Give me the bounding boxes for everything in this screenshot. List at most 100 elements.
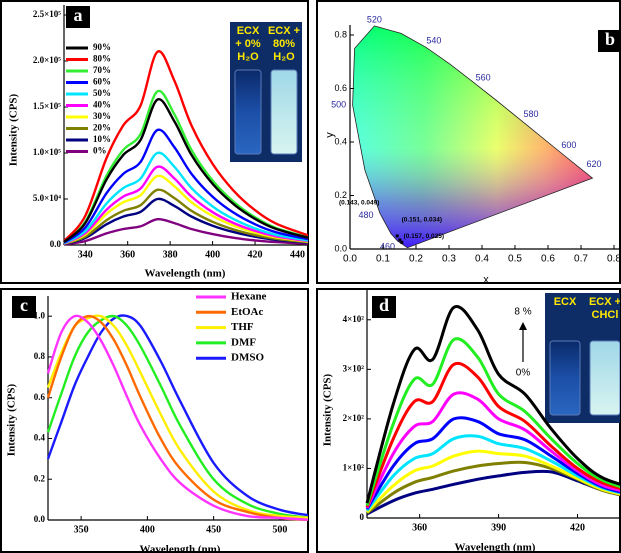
point-label: (0.143, 0.049) xyxy=(339,200,379,207)
series-line xyxy=(63,188,308,246)
point xyxy=(398,238,402,242)
x-tick-label: 380 xyxy=(163,249,178,260)
y-tick-label: 0.2 xyxy=(334,190,347,200)
inset-label: ECX xyxy=(554,296,577,308)
y-tick-label: 1.0×10⁵ xyxy=(33,147,61,157)
wavelength-label: 600 xyxy=(561,140,576,150)
panel-frame xyxy=(316,0,621,284)
legend-label: 20% xyxy=(93,123,111,133)
panel: 350 400 450 500 0.0 0.2 0.4 0.6 0.8 1.0 Wavelength… xyxy=(6,291,308,553)
series-line xyxy=(63,174,308,245)
x-tick-label: 420 xyxy=(248,249,263,260)
series-line xyxy=(365,305,620,504)
y-tick-label: 1.0 xyxy=(34,310,46,320)
x-tick-label: 400 xyxy=(205,249,220,260)
legend-label: DMSO xyxy=(231,352,264,364)
series-line xyxy=(365,337,620,507)
x-tick-label: 0.1 xyxy=(376,254,390,265)
point xyxy=(395,234,399,238)
y-tick-label: 0.0 xyxy=(334,243,347,253)
x-tick-label: 450 xyxy=(206,524,221,535)
arrow-head xyxy=(519,322,527,330)
series-line xyxy=(63,98,308,243)
annotation: 0% xyxy=(516,368,531,379)
y-tick-label: 2×10² xyxy=(343,413,365,423)
inset-label: CHCl xyxy=(592,309,619,321)
panel-label: b xyxy=(605,29,615,49)
x-tick-label: 0.8 xyxy=(607,254,621,265)
x-axis-title: Wavelength (nm) xyxy=(140,544,221,553)
panel-badge xyxy=(12,296,36,318)
legend-label: 90% xyxy=(93,42,111,52)
legend-label: 80% xyxy=(93,54,111,64)
panel-badge xyxy=(598,30,620,52)
series-line xyxy=(63,89,308,243)
y-axis-title: Intensity (CPS) xyxy=(8,93,20,166)
x-tick-label: 350 xyxy=(74,524,89,535)
wavelength-label: 520 xyxy=(367,14,382,24)
inset-label: H₂O xyxy=(237,51,259,63)
series-line xyxy=(366,460,620,515)
y-tick-label: 3×10² xyxy=(343,363,365,373)
panel-badge xyxy=(66,6,90,28)
series-line xyxy=(365,434,620,512)
wavelength-label: 580 xyxy=(523,109,538,119)
y-tick-label: 0.0 xyxy=(34,514,46,524)
legend-label: EtOAc xyxy=(231,306,264,318)
point xyxy=(400,240,404,244)
series-line xyxy=(63,50,308,242)
x-tick-label: 0.3 xyxy=(442,254,456,265)
x-tick-label: 340 xyxy=(78,249,93,260)
x-axis-title: x xyxy=(483,274,489,286)
x-tick-label: 0.4 xyxy=(475,254,489,265)
series-line xyxy=(365,361,620,508)
vial xyxy=(549,340,581,416)
x-tick-label: 0.0 xyxy=(343,254,357,265)
y-axis-title: Intensity (CPS) xyxy=(322,373,334,446)
series-line xyxy=(63,151,308,245)
wavelength-label: 480 xyxy=(359,210,374,220)
y-tick-label: 0.6 xyxy=(334,83,347,93)
y-tick-label: 0.8 xyxy=(34,351,46,361)
y-tick-label: 0.6 xyxy=(34,392,46,402)
x-tick-label: 0.2 xyxy=(409,254,423,265)
series-line xyxy=(365,449,620,514)
series-line xyxy=(46,314,308,519)
legend-label: 0% xyxy=(93,146,107,156)
x-tick-label: 500 xyxy=(272,524,287,535)
y-tick-label: 0.4 xyxy=(334,136,347,146)
wavelength-label: 560 xyxy=(476,72,491,82)
inset-label: + 0% xyxy=(235,38,261,50)
y-tick-label: 0 xyxy=(360,512,365,522)
inset-label: H₂O xyxy=(273,51,295,63)
point-label: (0.157, 0.025) xyxy=(404,233,444,240)
legend-label: 50% xyxy=(93,88,111,98)
panel-frame xyxy=(0,288,309,553)
series-line xyxy=(365,391,620,509)
series-line xyxy=(46,314,308,517)
x-tick-label: 420 xyxy=(570,522,585,533)
x-tick-label: 360 xyxy=(120,249,135,260)
inset-label: 80% xyxy=(273,38,295,50)
x-tick-label: 360 xyxy=(412,522,427,533)
panel-label: d xyxy=(379,295,389,315)
x-tick-label: 0.7 xyxy=(574,254,588,265)
x-tick-label: 400 xyxy=(140,524,155,535)
series-line xyxy=(63,197,308,246)
y-tick-label: 0.4 xyxy=(34,433,46,443)
y-tick-label: 2.0×10⁵ xyxy=(33,55,61,65)
inset-label: ECX + xyxy=(268,25,300,37)
y-tick-label: 1×10² xyxy=(343,463,365,473)
x-tick-label: 440 xyxy=(290,249,305,260)
wavelength-label: 620 xyxy=(587,159,602,169)
vial xyxy=(234,69,262,155)
x-axis-title: Wavelength (nm) xyxy=(145,268,226,280)
vial xyxy=(589,340,620,416)
legend-label: Hexane xyxy=(231,291,267,303)
series-line xyxy=(63,217,308,246)
series-line xyxy=(46,314,308,519)
legend-label: 40% xyxy=(93,100,111,110)
y-tick-label: 1.5×10⁵ xyxy=(33,101,61,111)
y-tick-label: 0.2 xyxy=(34,473,46,483)
